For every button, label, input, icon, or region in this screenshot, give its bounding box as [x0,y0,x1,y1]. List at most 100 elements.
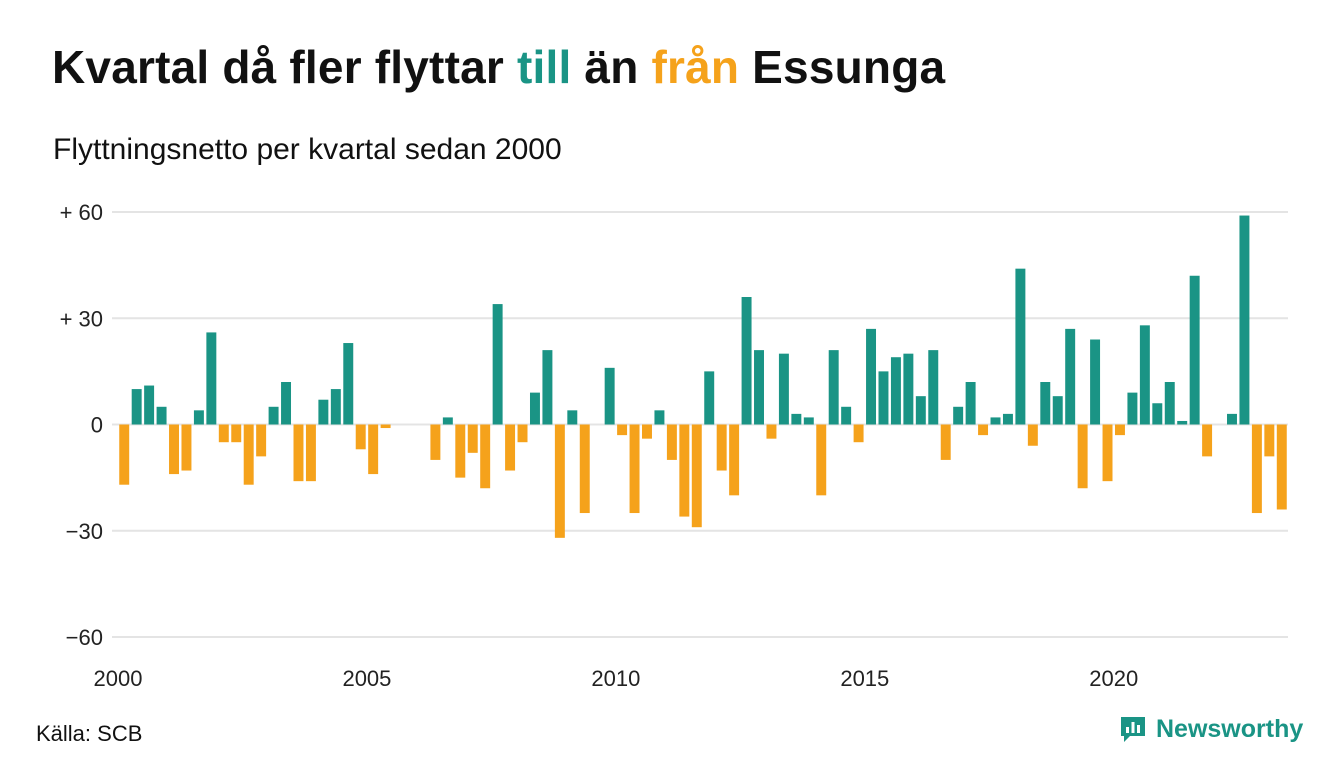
bar [729,424,740,496]
bar [343,343,354,425]
source-note: Källa: SCB [36,721,143,746]
y-axis-labels: + 60 + 30 0 −30 −60 [60,200,103,650]
x-tick-label: 2015 [840,666,889,691]
bar [268,406,279,425]
bar [1127,392,1138,425]
bar [754,350,764,425]
bar [953,406,964,425]
bar [803,417,814,425]
bar [679,424,690,517]
bar [890,357,901,425]
bar [866,328,877,425]
bar [1264,424,1275,457]
bar [1177,420,1188,425]
bar [704,371,715,425]
bar [940,424,951,460]
y-tick-label: 0 [91,413,103,438]
bar [716,424,727,471]
bar [1251,424,1262,514]
bar [853,424,864,443]
bar [505,424,516,471]
title-part-2: än [571,41,652,93]
bar [430,424,441,460]
bar [480,424,491,489]
bar [529,392,540,425]
y-tick-label: −30 [66,519,103,544]
bar [380,424,391,429]
bar [691,424,702,528]
bar [617,424,628,436]
bar [1077,424,1088,489]
bar [629,424,640,514]
bar [368,424,379,475]
bar [978,424,989,436]
bar [1065,328,1076,425]
brand-name: Newsworthy [1156,714,1304,743]
bar [1152,403,1163,425]
x-tick-label: 2010 [591,666,640,691]
bar [903,353,914,425]
bar [579,424,590,514]
bar [169,424,179,475]
bar [206,332,217,425]
bar [231,424,242,443]
bar [766,424,777,439]
bar [1227,413,1237,425]
bar [293,424,304,482]
bar [492,304,503,425]
y-tick-label: + 60 [60,200,103,225]
bar [517,424,528,443]
bar [355,424,366,450]
chart-title: Kvartal då fler flyttar till än från Ess… [52,40,945,94]
title-part-3: Essunga [739,41,946,93]
bar [1239,215,1250,425]
bar [144,385,155,425]
bar [642,424,652,439]
bar [1102,424,1113,482]
x-tick-label: 2000 [94,666,143,691]
bar [654,410,665,425]
bar [778,353,789,425]
bar-chart-logo-icon [1121,717,1145,742]
bar [1052,396,1063,425]
x-tick-label: 2020 [1089,666,1138,691]
bar [330,389,341,425]
bar [841,406,852,425]
bar [193,410,204,425]
bars [119,215,1287,538]
bar [467,424,478,453]
bar [1027,424,1038,446]
x-axis-labels: 2000 2005 2010 2015 2020 [94,666,1139,691]
bar [828,350,839,425]
bar [816,424,827,496]
bar [554,424,565,538]
bar [318,399,329,425]
title-positive-word: till [516,41,572,93]
bar [1202,424,1213,457]
chart-subtitle: Flyttningsnetto per kvartal sedan 2000 [53,133,562,166]
x-tick-label: 2005 [342,666,391,691]
bar [878,371,889,425]
bar [567,410,578,425]
bar [965,382,976,425]
bar [305,424,316,482]
bar [741,297,752,425]
bar [1276,424,1287,510]
bar [928,350,939,425]
bar [542,350,553,425]
bar [1164,382,1175,425]
bar [156,406,167,425]
y-tick-label: −60 [66,625,103,650]
bar [243,424,254,485]
bar [1015,268,1026,425]
bar [1139,325,1150,425]
bar [915,396,926,425]
bar [1114,424,1125,436]
bar [218,424,229,443]
bar [1002,413,1013,425]
title-negative-word: från [651,41,740,93]
bar [990,417,1001,425]
bar [666,424,677,460]
bar [442,417,453,425]
